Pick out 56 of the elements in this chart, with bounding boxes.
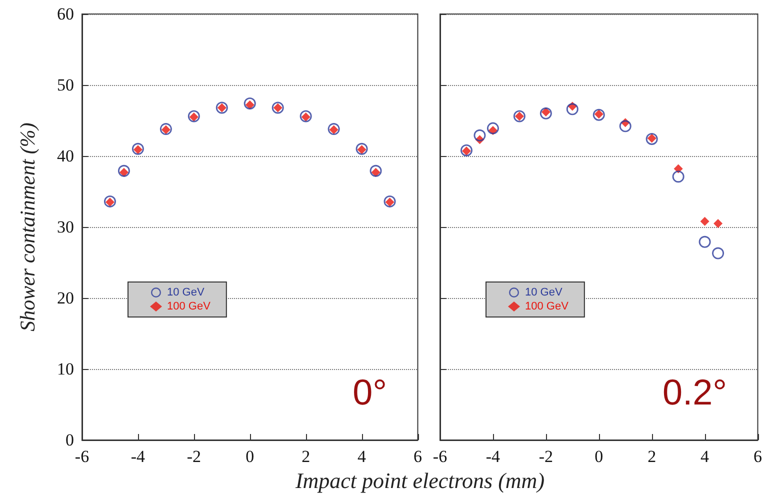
x-tick-label: -4 — [486, 447, 501, 466]
point — [384, 195, 396, 208]
point — [244, 97, 256, 110]
point — [462, 146, 471, 156]
point — [371, 168, 380, 177]
point — [566, 103, 578, 116]
x-tick-label: 2 — [302, 447, 310, 466]
x-tick-label: 4 — [700, 447, 710, 466]
x-tick-label: 6 — [414, 447, 422, 466]
point — [133, 145, 142, 154]
point — [714, 218, 723, 228]
x-tick-label: 2 — [648, 447, 656, 466]
point — [486, 122, 499, 134]
point — [105, 198, 114, 207]
point — [460, 144, 472, 156]
point — [118, 164, 130, 177]
x-tick-label: -2 — [186, 447, 202, 466]
y-tick-label: 0 — [66, 430, 74, 450]
y-tick-label: 20 — [57, 288, 74, 308]
x-tick-label: -6 — [74, 447, 90, 466]
annotation: 0.2° — [662, 372, 728, 412]
y-tick-label: 30 — [57, 218, 74, 236]
annotation: 0° — [352, 372, 388, 412]
point — [132, 142, 144, 155]
x-tick-label: -6 — [432, 447, 448, 466]
point — [356, 142, 368, 155]
y-tick-label: 50 — [57, 76, 74, 94]
legend-label: 10 GeV — [167, 286, 205, 298]
x-tick-label: -4 — [130, 447, 146, 466]
y-tick-label: 10 — [57, 360, 74, 378]
x-tick-label: 0 — [246, 447, 254, 466]
x-tick-label: -2 — [538, 447, 554, 466]
point — [698, 236, 711, 248]
point — [619, 120, 632, 132]
point — [119, 168, 128, 177]
x-tick-label: 6 — [754, 447, 762, 466]
point — [541, 107, 550, 116]
point — [104, 195, 116, 208]
y-axis-title: Shower containment (%) — [16, 122, 40, 332]
point — [357, 145, 366, 154]
point — [672, 170, 684, 183]
x-axis-title: Impact point electrons (mm) — [294, 468, 546, 494]
legend-label: 100 GeV — [525, 300, 570, 312]
point — [700, 216, 710, 226]
y-tick-label: 40 — [57, 146, 74, 166]
point — [712, 247, 724, 260]
point — [370, 164, 382, 177]
point — [474, 129, 486, 142]
x-tick-label: 0 — [594, 447, 604, 466]
legend-label: 100 GeV — [167, 300, 212, 312]
point — [540, 107, 552, 120]
x-tick-label: 4 — [358, 447, 367, 466]
point — [245, 100, 254, 110]
y-tick-label: 60 — [57, 4, 74, 24]
point — [385, 198, 394, 207]
legend-label: 10 GeV — [525, 286, 563, 298]
